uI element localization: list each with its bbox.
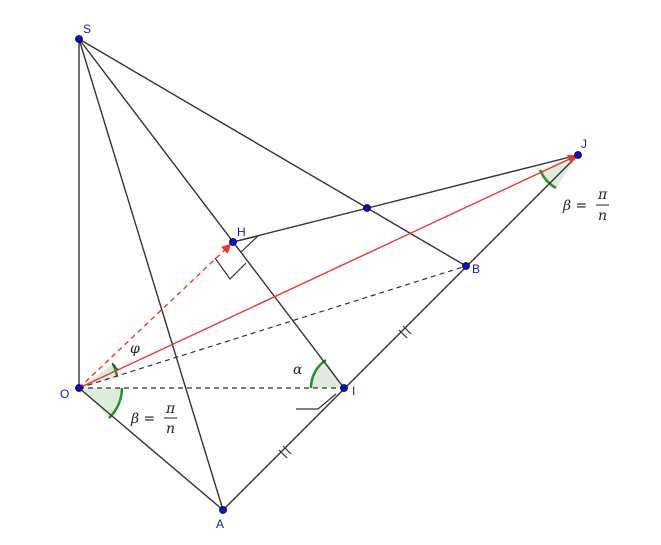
label-beta-at-o: β = π n (130, 401, 177, 437)
segment-ob-dashed (78, 265, 467, 389)
point-s[interactable] (75, 35, 83, 43)
right-angle-at-h (214, 257, 247, 280)
segment-aj (222, 154, 579, 511)
segment-sa (78, 38, 224, 511)
angle-beta-at-o (80, 387, 124, 419)
beta-den-j: n (598, 208, 607, 224)
equal-tick-ib (398, 325, 412, 339)
angle-alpha-at-i (309, 358, 344, 389)
label-beta-at-j: β = π n (562, 187, 609, 224)
beta-num-o: π (165, 401, 176, 417)
right-angle-at-i (296, 393, 337, 410)
segment-oa (78, 387, 224, 511)
point-h[interactable] (229, 238, 237, 246)
point-b[interactable] (462, 262, 470, 270)
equal-tick-ai (278, 445, 292, 459)
label-s: S (83, 22, 91, 36)
vector-oh-dashed (78, 243, 232, 389)
vector-oj (78, 154, 578, 389)
label-j: J (581, 137, 587, 151)
segment-si (78, 38, 345, 389)
beta-den-o: n (166, 421, 175, 437)
beta-lhs-j: β = (562, 198, 587, 214)
beta-lhs-o: β = (130, 411, 155, 427)
angle-tick-phi (111, 362, 119, 371)
point-intersection[interactable] (363, 204, 371, 212)
label-o: O (60, 387, 69, 401)
label-h: H (237, 225, 246, 239)
label-a: A (216, 517, 224, 531)
label-phi: φ (130, 341, 140, 357)
label-b: B (472, 262, 480, 276)
right-angle-at-h-top (240, 235, 259, 253)
label-alpha: α (293, 362, 303, 378)
point-a[interactable] (219, 506, 227, 514)
beta-num-j: π (597, 187, 608, 203)
point-i[interactable] (340, 384, 348, 392)
segment-hj (232, 154, 579, 243)
point-j[interactable] (574, 151, 582, 159)
point-o[interactable] (75, 384, 83, 392)
label-i: I (352, 384, 355, 398)
segment-sb (78, 38, 467, 267)
